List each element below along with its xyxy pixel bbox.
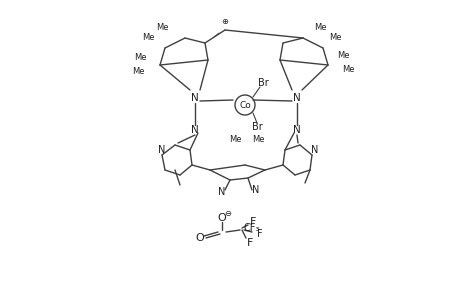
- Text: Co: Co: [239, 100, 250, 109]
- Text: Me: Me: [251, 136, 263, 145]
- Text: F: F: [246, 238, 252, 248]
- Text: Me: Me: [328, 34, 341, 43]
- Text: ⊕: ⊕: [221, 17, 228, 26]
- Text: Me: Me: [341, 65, 353, 74]
- Text: Me: Me: [131, 68, 144, 76]
- Text: O: O: [195, 233, 204, 243]
- Text: N: N: [158, 145, 165, 155]
- Text: F: F: [249, 217, 256, 227]
- Text: N: N: [190, 93, 198, 103]
- Text: Br: Br: [251, 122, 262, 132]
- Text: N: N: [218, 187, 225, 197]
- Text: Me: Me: [336, 50, 348, 59]
- Text: ⊖: ⊖: [224, 208, 231, 217]
- Text: Me: Me: [313, 23, 325, 32]
- Text: Me: Me: [228, 136, 241, 145]
- Text: CF₃: CF₃: [243, 223, 260, 233]
- Text: N: N: [292, 93, 300, 103]
- Text: N: N: [190, 125, 198, 135]
- Text: N: N: [311, 145, 318, 155]
- Text: O: O: [217, 213, 226, 223]
- Text: N: N: [292, 125, 300, 135]
- Text: Me: Me: [141, 34, 154, 43]
- Text: Me: Me: [156, 23, 168, 32]
- Text: N: N: [252, 185, 259, 195]
- Text: Br: Br: [257, 78, 268, 88]
- Text: Me: Me: [134, 53, 146, 62]
- Text: F: F: [257, 229, 262, 239]
